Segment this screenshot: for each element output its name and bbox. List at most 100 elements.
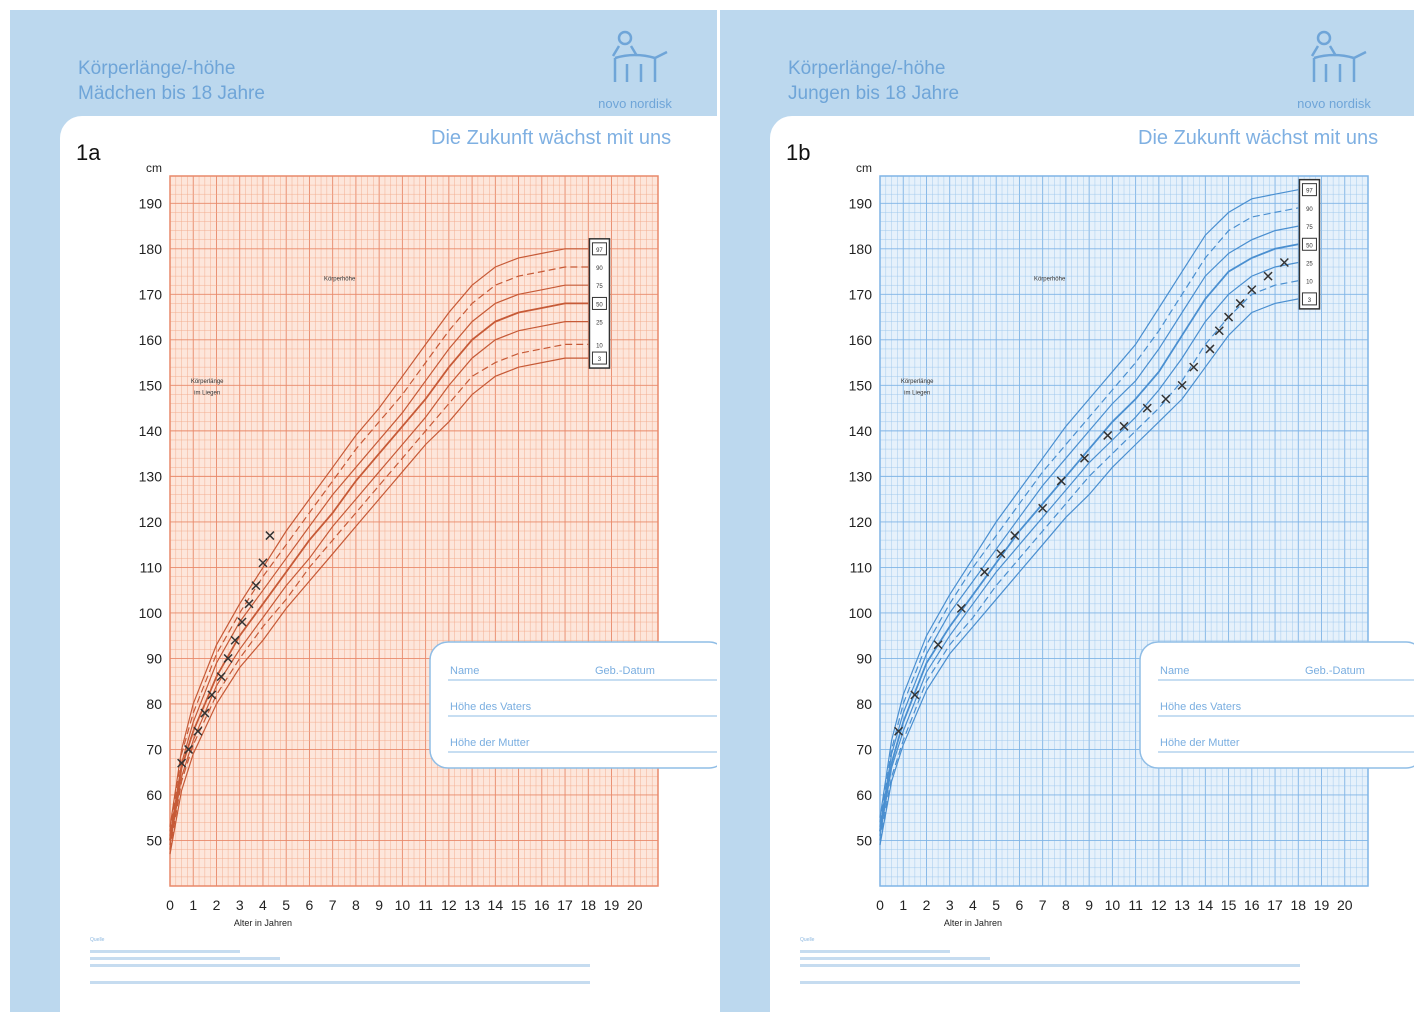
percentile-label-10: 10 (1306, 280, 1313, 286)
annotation-lying: Körperlänge (191, 379, 224, 385)
growth-chart-boys: 5060708090100110120130140150160170180190… (849, 161, 1414, 928)
x-tick-label: 9 (375, 897, 383, 913)
annotation-lying: im Liegen (194, 390, 220, 396)
measurement-point (1142, 403, 1152, 413)
measurement-point (1189, 362, 1199, 372)
x-tick-label: 11 (1128, 897, 1143, 913)
measurement-point (1263, 271, 1273, 281)
y-tick-label: 190 (849, 195, 873, 211)
percentile-curve-10 (169, 343, 589, 850)
x-tick-label: 19 (1314, 897, 1330, 913)
x-tick-label: 9 (1085, 897, 1093, 913)
measurement-point (1079, 453, 1090, 463)
form-father-label: Höhe des Vaters (1160, 701, 1242, 713)
source-title: Quelle (800, 937, 815, 943)
x-tick-label: 14 (488, 897, 504, 913)
y-tick-label: 50 (146, 832, 162, 848)
percentile-label-75: 75 (1306, 225, 1313, 231)
figure-label: 1a (76, 140, 101, 165)
y-tick-label: 190 (139, 195, 163, 211)
x-tick-label: 16 (1244, 897, 1260, 913)
measurement-point (894, 726, 904, 736)
x-tick-label: 12 (1151, 897, 1167, 913)
y-tick-label: 80 (146, 696, 162, 712)
measurement-point (216, 672, 226, 682)
percentile-curve-25 (879, 261, 1299, 837)
x-tick-label: 3 (946, 897, 954, 913)
percentile-curve-97 (169, 248, 589, 827)
x-axis-label: Alter in Jahren (234, 918, 292, 928)
measurement-point (244, 599, 254, 609)
x-tick-label: 13 (464, 897, 480, 913)
y-tick-label: 110 (850, 559, 873, 575)
x-tick-label: 20 (627, 897, 643, 913)
y-tick-label: 150 (849, 377, 873, 393)
x-tick-label: 15 (1221, 897, 1237, 913)
percentile-label-90: 90 (1306, 207, 1313, 213)
measurement-point (910, 690, 920, 700)
measurement-point (1214, 326, 1224, 336)
x-tick-label: 1 (189, 897, 197, 913)
x-tick-label: 8 (352, 897, 360, 913)
percentile-curve-97 (879, 189, 1299, 818)
x-tick-label: 4 (969, 897, 977, 913)
percentile-marker (591, 351, 607, 365)
y-tick-label: 160 (139, 332, 163, 348)
percentile-marker (591, 296, 607, 310)
source-notes: Quelle (800, 935, 1360, 984)
form-dob-label: Geb.-Datum (595, 665, 655, 677)
x-tick-label: 17 (1267, 897, 1283, 913)
patient-info-box (429, 641, 717, 769)
sheet-header: Körperlänge/-höhe Mädchen bis 18 Jahre (78, 56, 265, 106)
x-tick-label: 17 (557, 897, 573, 913)
growth-chart-girls: 5060708090100110120130140150160170180190… (139, 161, 717, 928)
measurement-point (1247, 285, 1257, 295)
measurement-point (177, 758, 187, 768)
y-tick-label: 60 (146, 787, 162, 803)
x-tick-label: 10 (1105, 897, 1121, 913)
x-tick-label: 3 (236, 897, 244, 913)
x-tick-label: 5 (992, 897, 1000, 913)
y-tick-label: 130 (849, 468, 873, 484)
measurement-point (237, 617, 247, 627)
y-tick-label: 170 (849, 286, 873, 302)
y-tick-label: 60 (856, 787, 872, 803)
growth-chart-sheet-girls: Körperlänge/-höhe Mädchen bis 18 Jahre n… (10, 10, 717, 1012)
percentile-marker (1301, 292, 1317, 306)
percentile-label-25: 25 (596, 321, 603, 327)
percentile-curve-75 (169, 284, 589, 836)
percentile-label-75: 75 (596, 284, 603, 290)
y-tick-label: 90 (146, 650, 162, 666)
x-tick-label: 12 (441, 897, 457, 913)
measurement-point (193, 726, 203, 736)
percentile-label-90: 90 (596, 266, 603, 272)
form-mother-label: Höhe der Mutter (450, 737, 530, 749)
measurement-point (1161, 394, 1171, 404)
percentile-curve-3 (879, 298, 1299, 846)
percentile-label-3: 3 (598, 357, 602, 363)
y-tick-label: 80 (856, 696, 872, 712)
percentile-curve-50 (169, 302, 589, 841)
percentile-label-3: 3 (1308, 298, 1312, 304)
novo-nordisk-logo: novo nordisk (598, 30, 672, 111)
source-title: Quelle (90, 937, 105, 943)
percentile-curve-25 (169, 321, 589, 846)
y-tick-label: 90 (856, 650, 872, 666)
x-tick-label: 18 (580, 897, 596, 913)
header-title: Körperlänge/-höhe (788, 58, 946, 79)
measurement-point (207, 690, 217, 700)
x-tick-label: 7 (1039, 897, 1047, 913)
y-tick-label: 110 (140, 559, 163, 575)
measurement-point (200, 708, 210, 718)
x-tick-label: 0 (166, 897, 174, 913)
percentile-label-50: 50 (596, 302, 603, 308)
y-tick-label: 70 (856, 741, 872, 757)
annotation-lying: im Liegen (904, 390, 930, 396)
measurement-point (956, 603, 966, 613)
x-tick-label: 18 (1290, 897, 1306, 913)
header-subtitle: Mädchen bis 18 Jahre (78, 83, 265, 104)
brand-name: novo nordisk (598, 96, 672, 111)
measurement-point (223, 653, 233, 663)
percentile-label-97: 97 (1306, 189, 1313, 195)
x-axis-label: Alter in Jahren (944, 918, 1002, 928)
